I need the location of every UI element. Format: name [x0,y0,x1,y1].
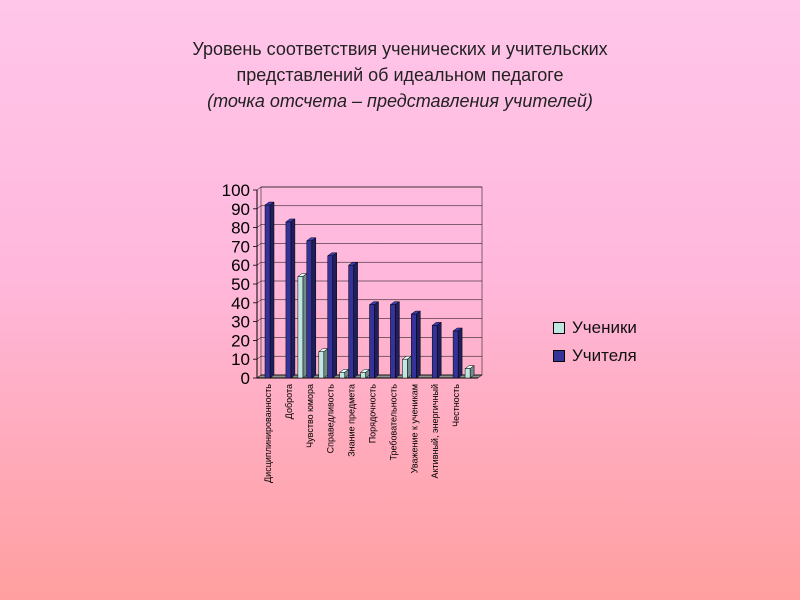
bar-teachers-side [311,237,317,379]
bar-teachers-side [269,201,275,379]
bar-students [297,276,304,379]
y-tick-label: 40 [231,294,250,313]
x-tick-label: Активный, энергичный [430,384,440,478]
bar-teachers-side [290,218,296,379]
legend: Ученики Учителя [553,314,637,370]
bar-students [360,372,366,379]
bar-students [339,372,345,379]
y-tick-label: 10 [231,350,250,369]
bar-teachers [369,304,375,379]
bar-teachers [411,313,417,379]
bar-students-side [407,355,412,379]
chart-title: Уровень соответствия ученических и учите… [0,36,800,114]
gridline-depth [256,243,262,247]
bar-teachers [390,304,396,379]
gridline-depth [256,318,262,322]
bar-teachers-side [436,321,442,379]
title-line-1: Уровень соответствия ученических и учите… [192,39,608,59]
bar-students [402,358,408,379]
gridline-depth [256,280,262,285]
bar-teachers [327,255,333,379]
x-tick-label: Требовательность [388,384,398,461]
x-tick-label: Знание предмета [347,384,357,457]
x-tick-label: Чувство юмора [305,384,315,448]
bar-teachers [431,325,438,379]
x-tick-label: Уважение к ученикам [409,384,419,473]
y-tick-label: 0 [241,369,250,388]
legend-swatch-students [553,322,565,334]
bar-students-side [302,272,308,379]
gridline-depth [256,186,262,191]
bar-teachers-side [416,310,421,379]
y-tick-label: 50 [231,275,250,294]
y-tick-label: 60 [231,256,250,275]
bar-students [464,368,471,379]
bar-teachers [264,204,271,379]
bar-teachers [285,221,292,379]
legend-item-teachers: Учителя [553,342,637,370]
bar-teachers-side [457,327,463,379]
gridline-depth [256,337,262,341]
title-line-2: представлений об идеальном педагоге [236,65,564,85]
gridline-depth [256,299,262,303]
legend-swatch-teachers [553,350,565,362]
x-tick-label: Дисциплинированность [263,384,273,483]
bar-teachers-side [332,252,337,379]
bar-teachers [452,330,459,379]
legend-label-students: Ученики [572,318,637,337]
gridline-depth [256,262,262,266]
x-tick-label: Доброта [284,384,294,419]
legend-item-students: Ученики [553,314,637,342]
bar-teachers [306,240,313,379]
bar-teachers [348,264,354,379]
y-tick-label: 70 [231,237,250,256]
bar-teachers-side [395,301,400,379]
y-tick-label: 20 [231,331,250,350]
legend-label-teachers: Учителя [572,346,637,365]
bar-students-side [323,348,329,379]
bar-teachers-side [353,261,358,379]
y-tick-label: 80 [231,219,250,238]
x-tick-label: Честность [451,384,461,427]
bar-students [318,351,325,379]
gridline-depth [256,356,262,360]
x-tick-label: Справедливость [326,384,336,454]
y-tick-label: 100 [222,181,250,200]
title-line-3: (точка отсчета – представления учителей) [207,91,593,111]
gridline-depth [256,205,262,210]
y-tick-label: 30 [231,313,250,332]
gridline-depth [256,224,262,228]
bar-teachers-side [374,301,379,379]
y-tick-label: 90 [231,200,250,219]
x-tick-label: Порядочность [368,384,378,444]
